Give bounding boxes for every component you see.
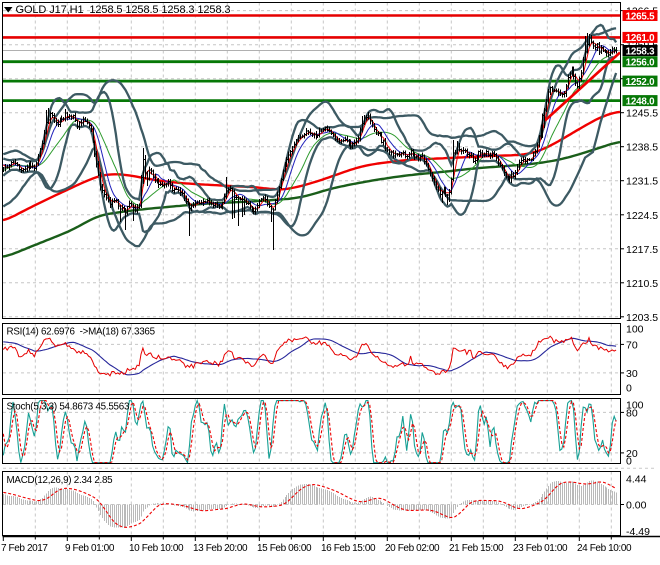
svg-text:1261.0: 1261.0 <box>626 33 656 44</box>
svg-text:0: 0 <box>626 383 632 395</box>
svg-text:1245.5: 1245.5 <box>626 108 658 120</box>
svg-text:10 Feb 10:00: 10 Feb 10:00 <box>129 543 184 554</box>
svg-text:1224.5: 1224.5 <box>626 210 658 222</box>
svg-text:1252.0: 1252.0 <box>626 77 656 88</box>
svg-text:MACD(12,26,9) 2.34 2.85: MACD(12,26,9) 2.34 2.85 <box>7 475 114 486</box>
svg-text:-4.49: -4.49 <box>626 526 650 538</box>
svg-text:1248.0: 1248.0 <box>626 96 656 107</box>
svg-text:100: 100 <box>626 400 644 412</box>
svg-text:21 Feb 15:00: 21 Feb 15:00 <box>449 543 504 554</box>
svg-text:30: 30 <box>626 368 638 380</box>
svg-text:1203.5: 1203.5 <box>626 312 658 324</box>
svg-text:20 Feb 02:00: 20 Feb 02:00 <box>385 543 440 554</box>
svg-text:1210.5: 1210.5 <box>626 278 658 290</box>
svg-text:1258.3: 1258.3 <box>626 46 656 57</box>
svg-text:70: 70 <box>626 339 638 351</box>
svg-text:100: 100 <box>626 324 644 336</box>
svg-text:GOLD J17,H1 1258.5 1258.5 125: GOLD J17,H1 1258.5 1258.5 1258.3 1258.3 <box>16 4 231 16</box>
svg-text:9 Feb 01:00: 9 Feb 01:00 <box>65 543 115 554</box>
svg-text:0.00: 0.00 <box>626 500 647 512</box>
svg-text:1256.0: 1256.0 <box>626 57 656 68</box>
svg-text:0: 0 <box>626 456 632 468</box>
svg-text:24 Feb 10:00: 24 Feb 10:00 <box>577 543 632 554</box>
svg-text:16 Feb 15:00: 16 Feb 15:00 <box>321 543 376 554</box>
svg-text:23 Feb 01:00: 23 Feb 01:00 <box>513 543 568 554</box>
svg-text:1265.5: 1265.5 <box>626 11 656 22</box>
svg-text:15 Feb 06:00: 15 Feb 06:00 <box>257 543 312 554</box>
svg-text:1217.5: 1217.5 <box>626 244 658 256</box>
svg-text:20: 20 <box>626 448 638 460</box>
svg-text:13 Feb 20:00: 13 Feb 20:00 <box>193 543 248 554</box>
svg-text:Stoch(5,3,3) 54.8673 45.5563: Stoch(5,3,3) 54.8673 45.5563 <box>7 402 130 413</box>
svg-text:1231.5: 1231.5 <box>626 176 658 188</box>
svg-text:RSI(14) 62.6976 ->MA(18) 67.3: RSI(14) 62.6976 ->MA(18) 67.3365 <box>7 327 156 338</box>
svg-text:80: 80 <box>626 407 638 419</box>
svg-text:4.44: 4.44 <box>626 474 647 486</box>
svg-text:1238.5: 1238.5 <box>626 142 658 154</box>
svg-text:7 Feb 2017: 7 Feb 2017 <box>1 543 48 554</box>
